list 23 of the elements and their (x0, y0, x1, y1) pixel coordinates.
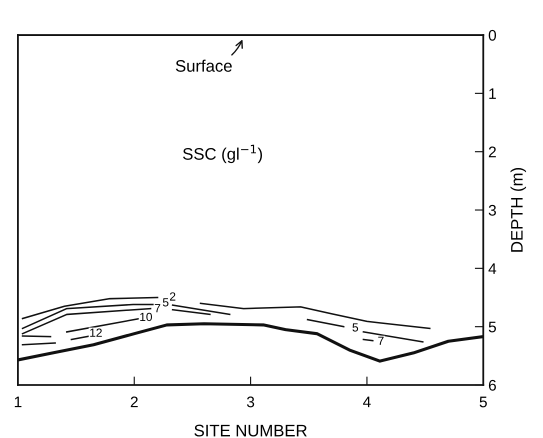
y-axis-title: DEPTH (m) (510, 168, 526, 252)
annotation: 2 (170, 292, 176, 301)
x-tick-label: 5 (480, 396, 487, 408)
x-tick-label: 3 (246, 396, 254, 408)
y-tick-label: 6 (488, 380, 496, 391)
y-tick-label: 0 (488, 30, 496, 41)
annotation: 10 (140, 312, 152, 322)
annotation: 7 (378, 336, 384, 345)
annotation: 5 (352, 323, 358, 332)
y-tick-label: 2 (488, 146, 496, 158)
x-tick-label: 4 (363, 396, 371, 408)
x-tick-label: 1 (14, 396, 22, 408)
x-axis-title: SITE NUMBER (194, 424, 307, 436)
y-tick-label: 4 (488, 263, 496, 274)
y-tick-label: 5 (488, 322, 496, 332)
annotation: 7 (154, 304, 160, 312)
annotation: Surface (176, 60, 232, 72)
y-tick-label: 1 (489, 88, 496, 99)
annotation: SSC (gl$^{−1}$) (183, 144, 262, 164)
annotation: 5 (162, 298, 168, 307)
y-tick-label: 3 (488, 204, 496, 216)
x-tick-label: 2 (130, 396, 138, 408)
annotation: 12 (90, 328, 102, 337)
